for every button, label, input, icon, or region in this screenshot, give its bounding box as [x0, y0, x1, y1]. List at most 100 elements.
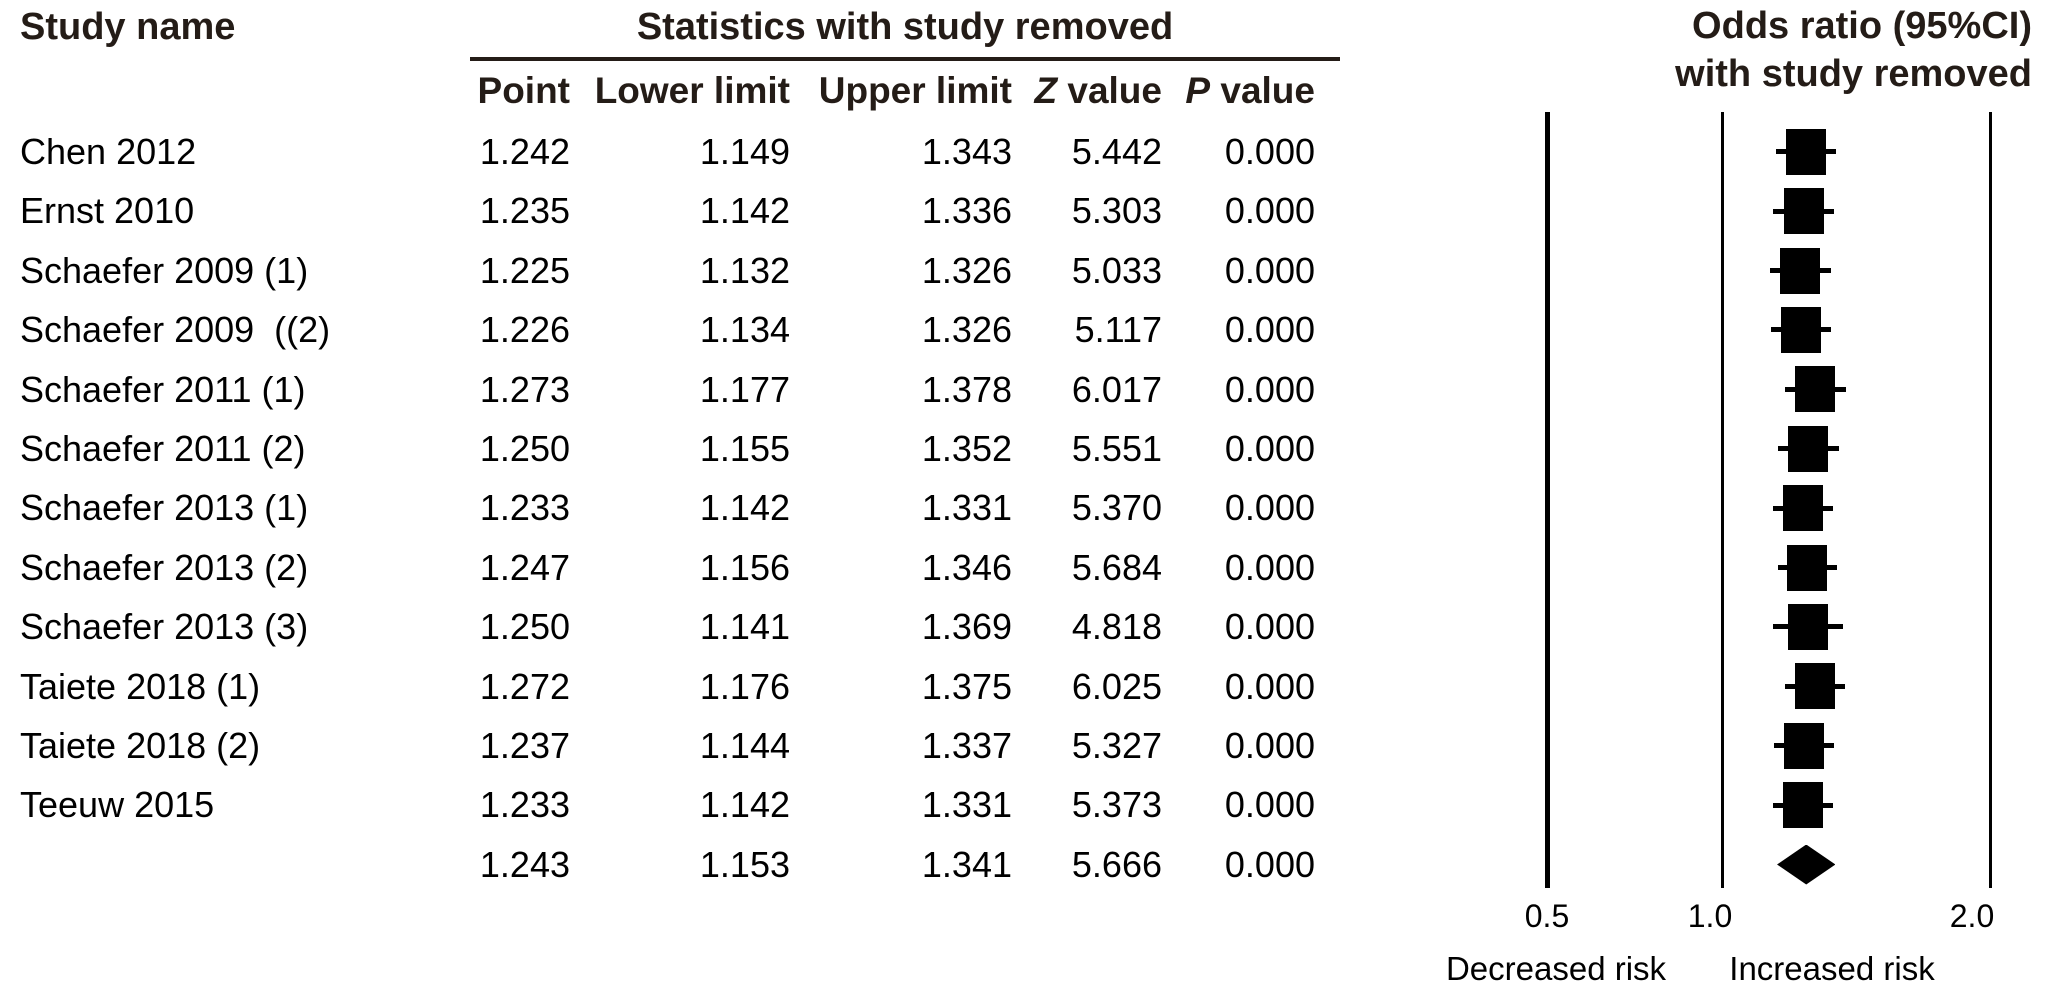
study-name-cell: Chen 2012 — [20, 131, 197, 172]
point-estimate-square — [1784, 722, 1825, 769]
study-name-cell: Schaefer 2013 (1) — [20, 487, 309, 529]
table-row: Schaefer 2009 ((2) 1.226 1.134 1.326 5.117 0.… — [0, 300, 2045, 359]
point-cell: 1.250 — [479, 428, 570, 469]
p-value-cell: 0.000 — [1224, 606, 1315, 648]
lower-limit-cell: 1.155 — [699, 428, 790, 469]
point-cell: 1.225 — [479, 249, 570, 291]
table-row: Taiete 2018 (2) 1.237 1.144 1.337 5.327 0.000 — [0, 716, 2045, 775]
study-name-cell: Schaefer 2009 (1) — [20, 249, 309, 291]
point-cell: 1.243 — [479, 843, 570, 885]
study-name-column-header: Study name — [20, 6, 236, 48]
table-row: Chen 2012 1.242 1.149 1.343 5.442 0.000 — [0, 122, 2045, 181]
upper-limit-cell: 1.336 — [921, 190, 1012, 232]
increased-risk-label: Increased risk — [1729, 950, 1935, 987]
p-value-cell: 0.000 — [1224, 428, 1315, 469]
decreased-risk-label: Decreased risk — [1445, 950, 1667, 987]
axis-tick-2.0: 2.0 — [1949, 898, 1995, 934]
column-header-z-value: Z value — [972, 70, 1162, 112]
point-cell: 1.242 — [479, 131, 570, 172]
axis-line-1.0 — [1720, 112, 1724, 888]
z-value-cell: 5.327 — [1071, 725, 1162, 766]
table-row: Schaefer 2013 (2) 1.247 1.156 1.346 5.684 0.0… — [0, 538, 2045, 597]
p-value-cell: 0.000 — [1224, 309, 1315, 351]
odds-ratio-column-header: Odds ratio (95%CI) with study removed — [1600, 2, 2032, 98]
table-row: Teeuw 2015 1.233 1.142 1.331 5.373 0.000 — [0, 775, 2045, 834]
study-name-cell: Schaefer 2011 (1) — [20, 368, 306, 410]
stats-section-header: Statistics with study removed — [636, 6, 1174, 48]
point-cell: 1.247 — [479, 546, 570, 588]
p-value-letter: P — [1185, 70, 1211, 111]
z-value-cell: 5.117 — [1074, 309, 1162, 351]
upper-limit-cell: 1.326 — [921, 309, 1012, 351]
table-row: Taiete 2018 (1) 1.272 1.176 1.375 6.025 0.000 — [0, 657, 2045, 716]
lower-limit-cell: 1.142 — [699, 487, 790, 529]
point-cell: 1.250 — [479, 606, 570, 648]
point-cell: 1.233 — [479, 784, 570, 826]
study-name-cell: Schaefer 2009 ((2) — [20, 309, 331, 351]
axis-tick-0.5: 0.5 — [1524, 898, 1570, 934]
table-row: Schaefer 2009 (1) 1.225 1.132 1.326 5.033 0.0… — [0, 241, 2045, 300]
point-estimate-square — [1787, 544, 1828, 591]
study-name-cell: Ernst 2010 — [20, 190, 195, 232]
point-cell: 1.226 — [479, 309, 570, 351]
p-value-cell: 0.000 — [1224, 131, 1315, 172]
lower-limit-cell: 1.134 — [699, 309, 790, 351]
column-header-p-value: P value — [1125, 70, 1315, 112]
odds-ratio-header-line1: Odds ratio (95%CI) — [1692, 5, 2032, 47]
z-value-cell: 5.370 — [1071, 487, 1162, 529]
table-row: 1.243 1.153 1.341 5.666 0.000 — [0, 835, 2045, 894]
study-name-cell: Teeuw 2015 — [20, 784, 215, 826]
column-header-lower-limit: Lower limit — [594, 70, 790, 111]
study-name-cell: Taiete 2018 (1) — [20, 665, 261, 707]
point-cell: 1.233 — [479, 487, 570, 529]
table-row: Schaefer 2013 (1) 1.233 1.142 1.331 5.370 0.0… — [0, 478, 2045, 537]
lower-limit-cell: 1.132 — [699, 249, 790, 291]
upper-limit-cell: 1.375 — [921, 665, 1012, 707]
study-name-cell: Schaefer 2011 (2) — [20, 428, 306, 469]
upper-limit-cell: 1.331 — [921, 487, 1012, 529]
point-estimate-square — [1788, 425, 1829, 472]
p-value-cell: 0.000 — [1224, 487, 1315, 529]
p-value-cell: 0.000 — [1224, 190, 1315, 232]
table-row: Schaefer 2011 (1) 1.273 1.177 1.378 6.017 0.0… — [0, 360, 2045, 419]
point-cell: 1.272 — [479, 665, 570, 707]
lower-limit-cell: 1.142 — [699, 190, 790, 232]
p-value-cell: 0.000 — [1224, 784, 1315, 826]
upper-limit-cell: 1.378 — [921, 368, 1012, 410]
upper-limit-cell: 1.346 — [921, 546, 1012, 588]
z-value-cell: 5.684 — [1071, 546, 1162, 588]
axis-line-2.0 — [1988, 112, 1992, 888]
column-header-point: Point — [477, 70, 570, 111]
z-value-cell: 5.303 — [1071, 190, 1162, 232]
p-value-cell: 0.000 — [1224, 665, 1315, 707]
table-row: Ernst 2010 1.235 1.142 1.336 5.303 0.000 — [0, 181, 2045, 240]
study-name-cell: Taiete 2018 (2) — [20, 725, 261, 766]
point-estimate-square — [1780, 306, 1821, 353]
point-estimate-square — [1795, 663, 1836, 710]
lower-limit-cell: 1.141 — [699, 606, 790, 648]
lower-limit-cell: 1.156 — [699, 546, 790, 588]
study-name-cell: Schaefer 2013 (3) — [20, 606, 309, 648]
z-value-cell: 6.025 — [1071, 665, 1162, 707]
point-estimate-square — [1795, 366, 1836, 413]
p-value-cell: 0.000 — [1224, 368, 1315, 410]
point-cell: 1.235 — [479, 190, 570, 232]
upper-limit-cell: 1.341 — [921, 843, 1012, 885]
z-value-cell: 5.666 — [1071, 843, 1162, 885]
point-cell: 1.237 — [479, 725, 570, 766]
table-row: Schaefer 2013 (3) 1.250 1.141 1.369 4.818 0.0… — [0, 597, 2045, 656]
lower-limit-cell: 1.144 — [699, 725, 790, 766]
upper-limit-cell: 1.343 — [921, 131, 1012, 172]
point-estimate-square — [1788, 603, 1829, 650]
z-value-cell: 5.551 — [1071, 428, 1162, 469]
point-estimate-square — [1782, 485, 1823, 532]
upper-limit-cell: 1.352 — [921, 428, 1012, 469]
upper-limit-cell: 1.331 — [921, 784, 1012, 826]
point-estimate-square — [1780, 247, 1821, 294]
stats-header-underline — [470, 57, 1340, 61]
axis-tick-1.0: 1.0 — [1687, 898, 1733, 934]
point-estimate-square — [1782, 782, 1823, 829]
upper-limit-cell: 1.369 — [921, 606, 1012, 648]
axis-line-0.5 — [1544, 112, 1550, 888]
study-name-cell — [20, 835, 420, 894]
